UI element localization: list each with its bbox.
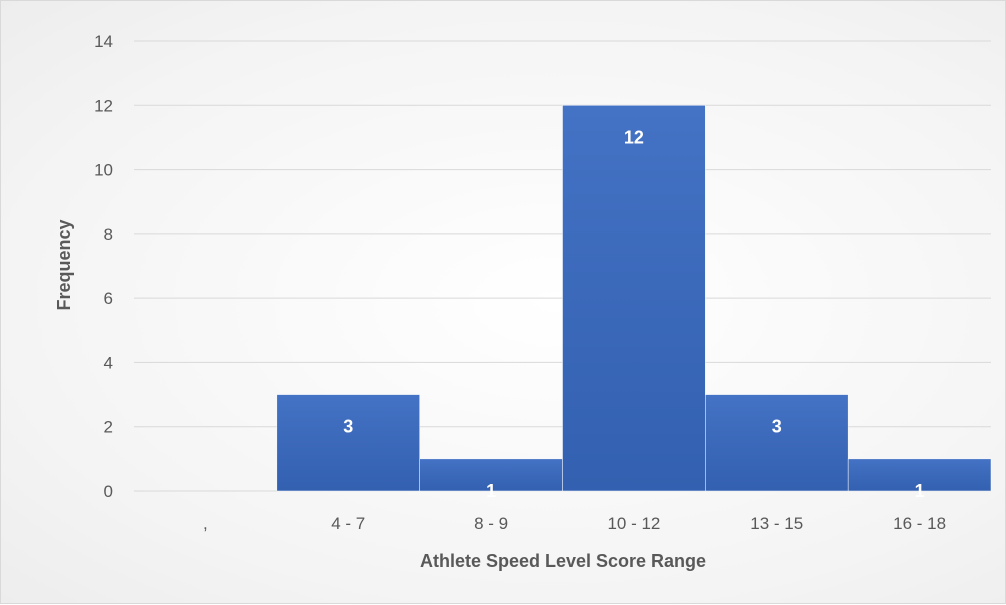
y-tick-label: 10	[94, 161, 113, 180]
data-labels: 3 1 12 3 1	[343, 127, 924, 501]
y-tick-label: 0	[104, 482, 113, 501]
bar-data-label: 1	[915, 481, 925, 501]
bar-data-label: 1	[486, 481, 496, 501]
y-tick-label: 14	[94, 32, 113, 51]
y-tick-label: 8	[104, 225, 113, 244]
bar	[276, 394, 420, 492]
bars	[276, 105, 992, 492]
x-axis-ticks: , 4 - 7 8 - 9 10 - 12 13 - 15 16 - 18	[203, 514, 946, 533]
x-tick-label: 13 - 15	[750, 514, 803, 533]
x-tick-label: 4 - 7	[331, 514, 365, 533]
x-tick-label: 8 - 9	[474, 514, 508, 533]
bar	[705, 394, 849, 492]
bar	[419, 458, 563, 492]
bar-data-label: 3	[343, 417, 353, 437]
x-tick-label: ,	[203, 514, 208, 533]
bar-data-label: 3	[772, 417, 782, 437]
x-axis-title: Athlete Speed Level Score Range	[420, 551, 706, 571]
bar	[562, 105, 706, 492]
y-tick-label: 4	[104, 353, 113, 372]
bar-data-label: 12	[624, 127, 644, 147]
x-tick-label: 10 - 12	[607, 514, 660, 533]
y-axis-ticks: 0 2 4 6 8 10 12 14	[94, 32, 113, 501]
y-tick-label: 12	[94, 96, 113, 115]
y-axis-title: Frequency	[54, 219, 74, 310]
x-tick-label: 16 - 18	[893, 514, 946, 533]
y-tick-label: 2	[104, 418, 113, 437]
bar	[847, 458, 992, 492]
y-tick-label: 6	[104, 289, 113, 308]
